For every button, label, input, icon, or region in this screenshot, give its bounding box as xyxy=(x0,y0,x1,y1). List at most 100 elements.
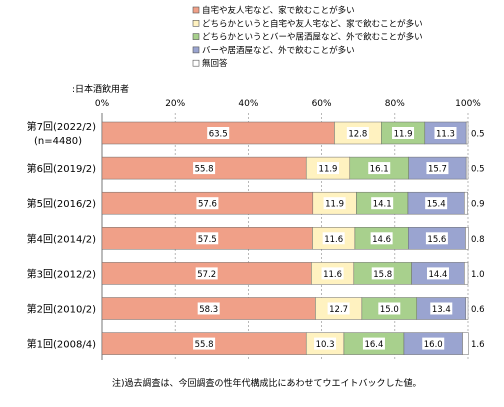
category-label: 第2回(2010/2) xyxy=(27,303,96,316)
data-label: 14.4 xyxy=(429,270,448,280)
category-label: 第4回(2014/2) xyxy=(27,232,96,245)
legend-label: どちらかというと自宅や友人宅など、家で飲むことが多い xyxy=(202,18,423,29)
legend-swatch xyxy=(192,6,200,14)
footnote: 注)過去調査は、今回調査の性年代構成比にあわせてウエイトバックした値。 xyxy=(112,377,422,389)
data-label-box xyxy=(327,302,350,315)
bar-segment xyxy=(465,156,469,180)
data-label-box xyxy=(362,337,385,350)
data-label: 12.7 xyxy=(329,305,348,315)
bar-segment xyxy=(465,297,469,320)
x-tick-label: 80% xyxy=(385,99,405,109)
data-label: 11.6 xyxy=(323,270,342,280)
legend-label: 自宅や友人宅など、家で飲むことが多い xyxy=(202,5,355,16)
data-label-box xyxy=(321,267,344,280)
data-label: 16.0 xyxy=(424,340,443,350)
data-label: 57.6 xyxy=(198,200,217,210)
x-tick-label: 100% xyxy=(455,99,481,109)
data-label-box xyxy=(422,337,445,350)
data-label-box xyxy=(196,232,219,245)
data-label: 63.5 xyxy=(209,130,228,140)
data-label: 15.4 xyxy=(427,200,446,210)
data-label-box xyxy=(196,197,219,210)
category-labels: 第7回(2022/2) (n=4480) 第6回(2019/2) 第5回(2016/2… xyxy=(27,120,96,351)
data-label: 10.3 xyxy=(316,340,335,350)
data-label: 15.7 xyxy=(428,165,447,175)
data-label: 11.9 xyxy=(394,130,413,140)
data-label: 57.2 xyxy=(197,270,216,280)
data-label: 15.0 xyxy=(380,305,399,315)
x-tick-label: 60% xyxy=(312,99,332,109)
data-label: 16.4 xyxy=(364,340,383,350)
x-tick-label: 40% xyxy=(238,99,258,109)
data-label: 55.8 xyxy=(195,165,214,175)
data-label: 15.6 xyxy=(427,235,446,245)
data-label: 0.5 xyxy=(471,130,485,140)
data-label: 14.1 xyxy=(373,200,392,210)
bar-segment xyxy=(462,332,469,355)
data-label-box xyxy=(426,162,449,175)
bar-segment xyxy=(464,262,469,285)
data-label: 58.3 xyxy=(199,305,218,315)
data-label-box xyxy=(195,267,218,280)
data-label: 0.8 xyxy=(471,235,485,245)
legend-swatch xyxy=(192,46,200,54)
data-label-box xyxy=(193,337,216,350)
data-label: 12.8 xyxy=(348,130,367,140)
data-label: 11.9 xyxy=(319,165,338,175)
bars: 63.5 12.8 11.9 11.3 0.5 55.8 11.9 16.1 15.7 0.5 57… xyxy=(101,121,485,355)
data-label-box xyxy=(197,302,220,315)
category-label: 第1回(2008/4) xyxy=(27,338,96,351)
data-label: 0.9 xyxy=(471,200,485,210)
data-label-box xyxy=(425,232,448,245)
data-label: 11.3 xyxy=(436,130,455,140)
category-label: 第7回(2022/2) xyxy=(27,120,96,133)
data-label: 13.4 xyxy=(432,305,451,315)
data-label-box xyxy=(368,162,391,175)
data-label: 1.0 xyxy=(471,270,485,280)
category-sublabel: (n=4480) xyxy=(34,136,82,147)
data-label-box xyxy=(193,162,216,175)
legend-label: バーや居酒屋など、外で飲むことが多い xyxy=(202,45,355,56)
data-label: 1.6 xyxy=(471,340,485,350)
data-label: 15.8 xyxy=(373,270,392,280)
data-label: 11.9 xyxy=(325,200,344,210)
data-label-box xyxy=(346,127,369,139)
data-label-box xyxy=(371,267,394,280)
data-label: 57.5 xyxy=(198,235,217,245)
data-label-box xyxy=(322,232,345,245)
legend-swatch xyxy=(192,59,200,67)
data-label-box xyxy=(425,197,448,210)
legend-swatch xyxy=(192,33,200,40)
data-label-box xyxy=(371,197,394,210)
data-label-box xyxy=(392,127,415,139)
legend-label: どちらかというとバーや居酒屋など、外で飲むことが多い xyxy=(202,32,423,43)
bar-segment xyxy=(465,121,469,145)
data-label: 16.1 xyxy=(370,165,389,175)
category-label: 第6回(2019/2) xyxy=(27,162,96,175)
data-label: 0.6 xyxy=(471,305,485,315)
data-label: 55.8 xyxy=(195,340,214,350)
legend-label: 無回答 xyxy=(202,58,228,69)
data-label: 11.6 xyxy=(324,235,343,245)
x-tick-label: 0% xyxy=(95,99,110,109)
x-tick-label: 20% xyxy=(165,99,185,109)
data-label: 14.6 xyxy=(372,235,391,245)
category-label: 第3回(2012/2) xyxy=(27,267,96,280)
legend-swatch xyxy=(192,19,200,27)
data-label-box xyxy=(430,302,453,315)
bar-segment xyxy=(464,191,468,215)
data-label: 0.5 xyxy=(471,165,485,175)
data-label-box xyxy=(434,127,457,139)
data-label-box xyxy=(314,337,337,350)
data-label-box xyxy=(378,302,401,315)
chart-subtitle: :日本酒飲用者 xyxy=(72,83,129,95)
data-label-box xyxy=(426,267,449,280)
category-label: 第5回(2016/2) xyxy=(27,197,96,210)
legend: 自宅や友人宅など、家で飲むことが多いどちらかというと自宅や友人宅など、家で飲むこ… xyxy=(192,5,423,69)
bar-segment xyxy=(465,227,469,250)
data-label-box xyxy=(323,197,346,210)
data-label-box xyxy=(207,127,230,139)
data-label-box xyxy=(317,162,340,175)
data-label-box xyxy=(370,232,393,245)
